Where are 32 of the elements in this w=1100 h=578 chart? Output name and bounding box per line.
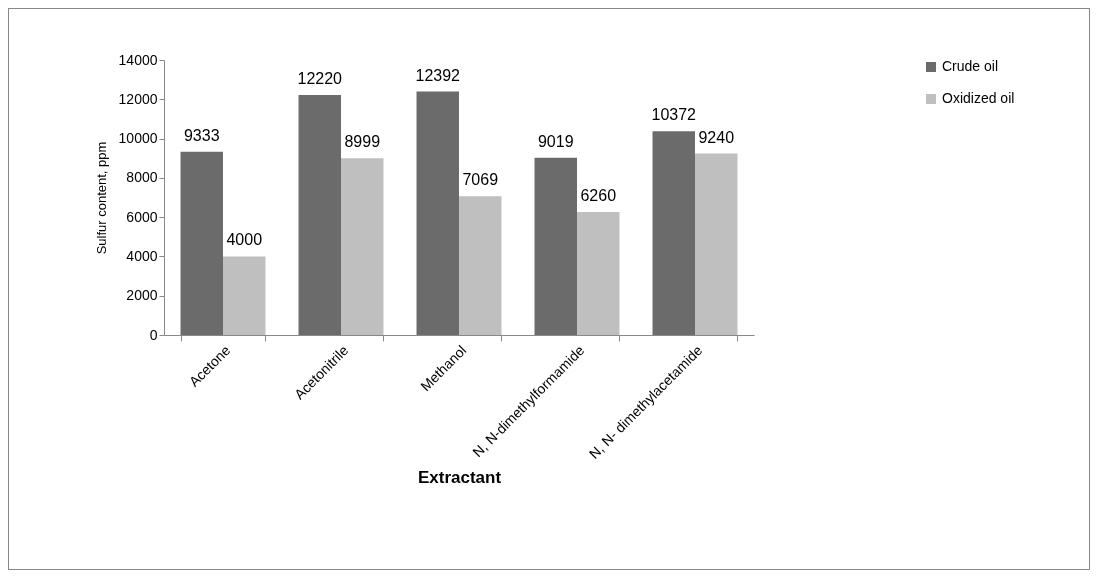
y-tick-label: 0 [149, 326, 158, 343]
y-tick-label: 8000 [126, 169, 158, 186]
data-label: 12392 [415, 66, 461, 84]
bar [341, 158, 384, 335]
data-label: 9333 [183, 126, 220, 144]
data-label: 9019 [537, 132, 574, 150]
bar [577, 212, 620, 335]
bar [416, 91, 459, 335]
bar [180, 151, 223, 335]
x-axis-title: Extractant [417, 467, 502, 487]
y-tick-label: 2000 [126, 287, 158, 304]
y-tick-label: 10000 [118, 130, 158, 147]
bar [534, 157, 577, 335]
bar [459, 196, 502, 335]
data-label: 12220 [297, 69, 343, 87]
bar [695, 153, 738, 335]
y-tick-label: 12000 [118, 90, 158, 107]
data-label: 4000 [226, 231, 263, 249]
legend-label: Oxidized oil [942, 90, 1015, 106]
data-label: 7069 [462, 171, 499, 189]
y-tick-label: 4000 [126, 247, 158, 264]
data-label: 6260 [580, 187, 617, 205]
legend-label: Crude oil [942, 58, 999, 74]
bar [298, 94, 341, 335]
bar [652, 131, 695, 335]
bar [223, 256, 266, 335]
y-tick-label: 14000 [118, 51, 158, 68]
data-label: 8999 [344, 133, 381, 151]
y-tick-label: 6000 [126, 208, 158, 225]
y-axis-title: Sulfur content, ppm [93, 141, 109, 255]
data-label: 9240 [698, 128, 735, 146]
data-label: 10372 [651, 106, 697, 124]
